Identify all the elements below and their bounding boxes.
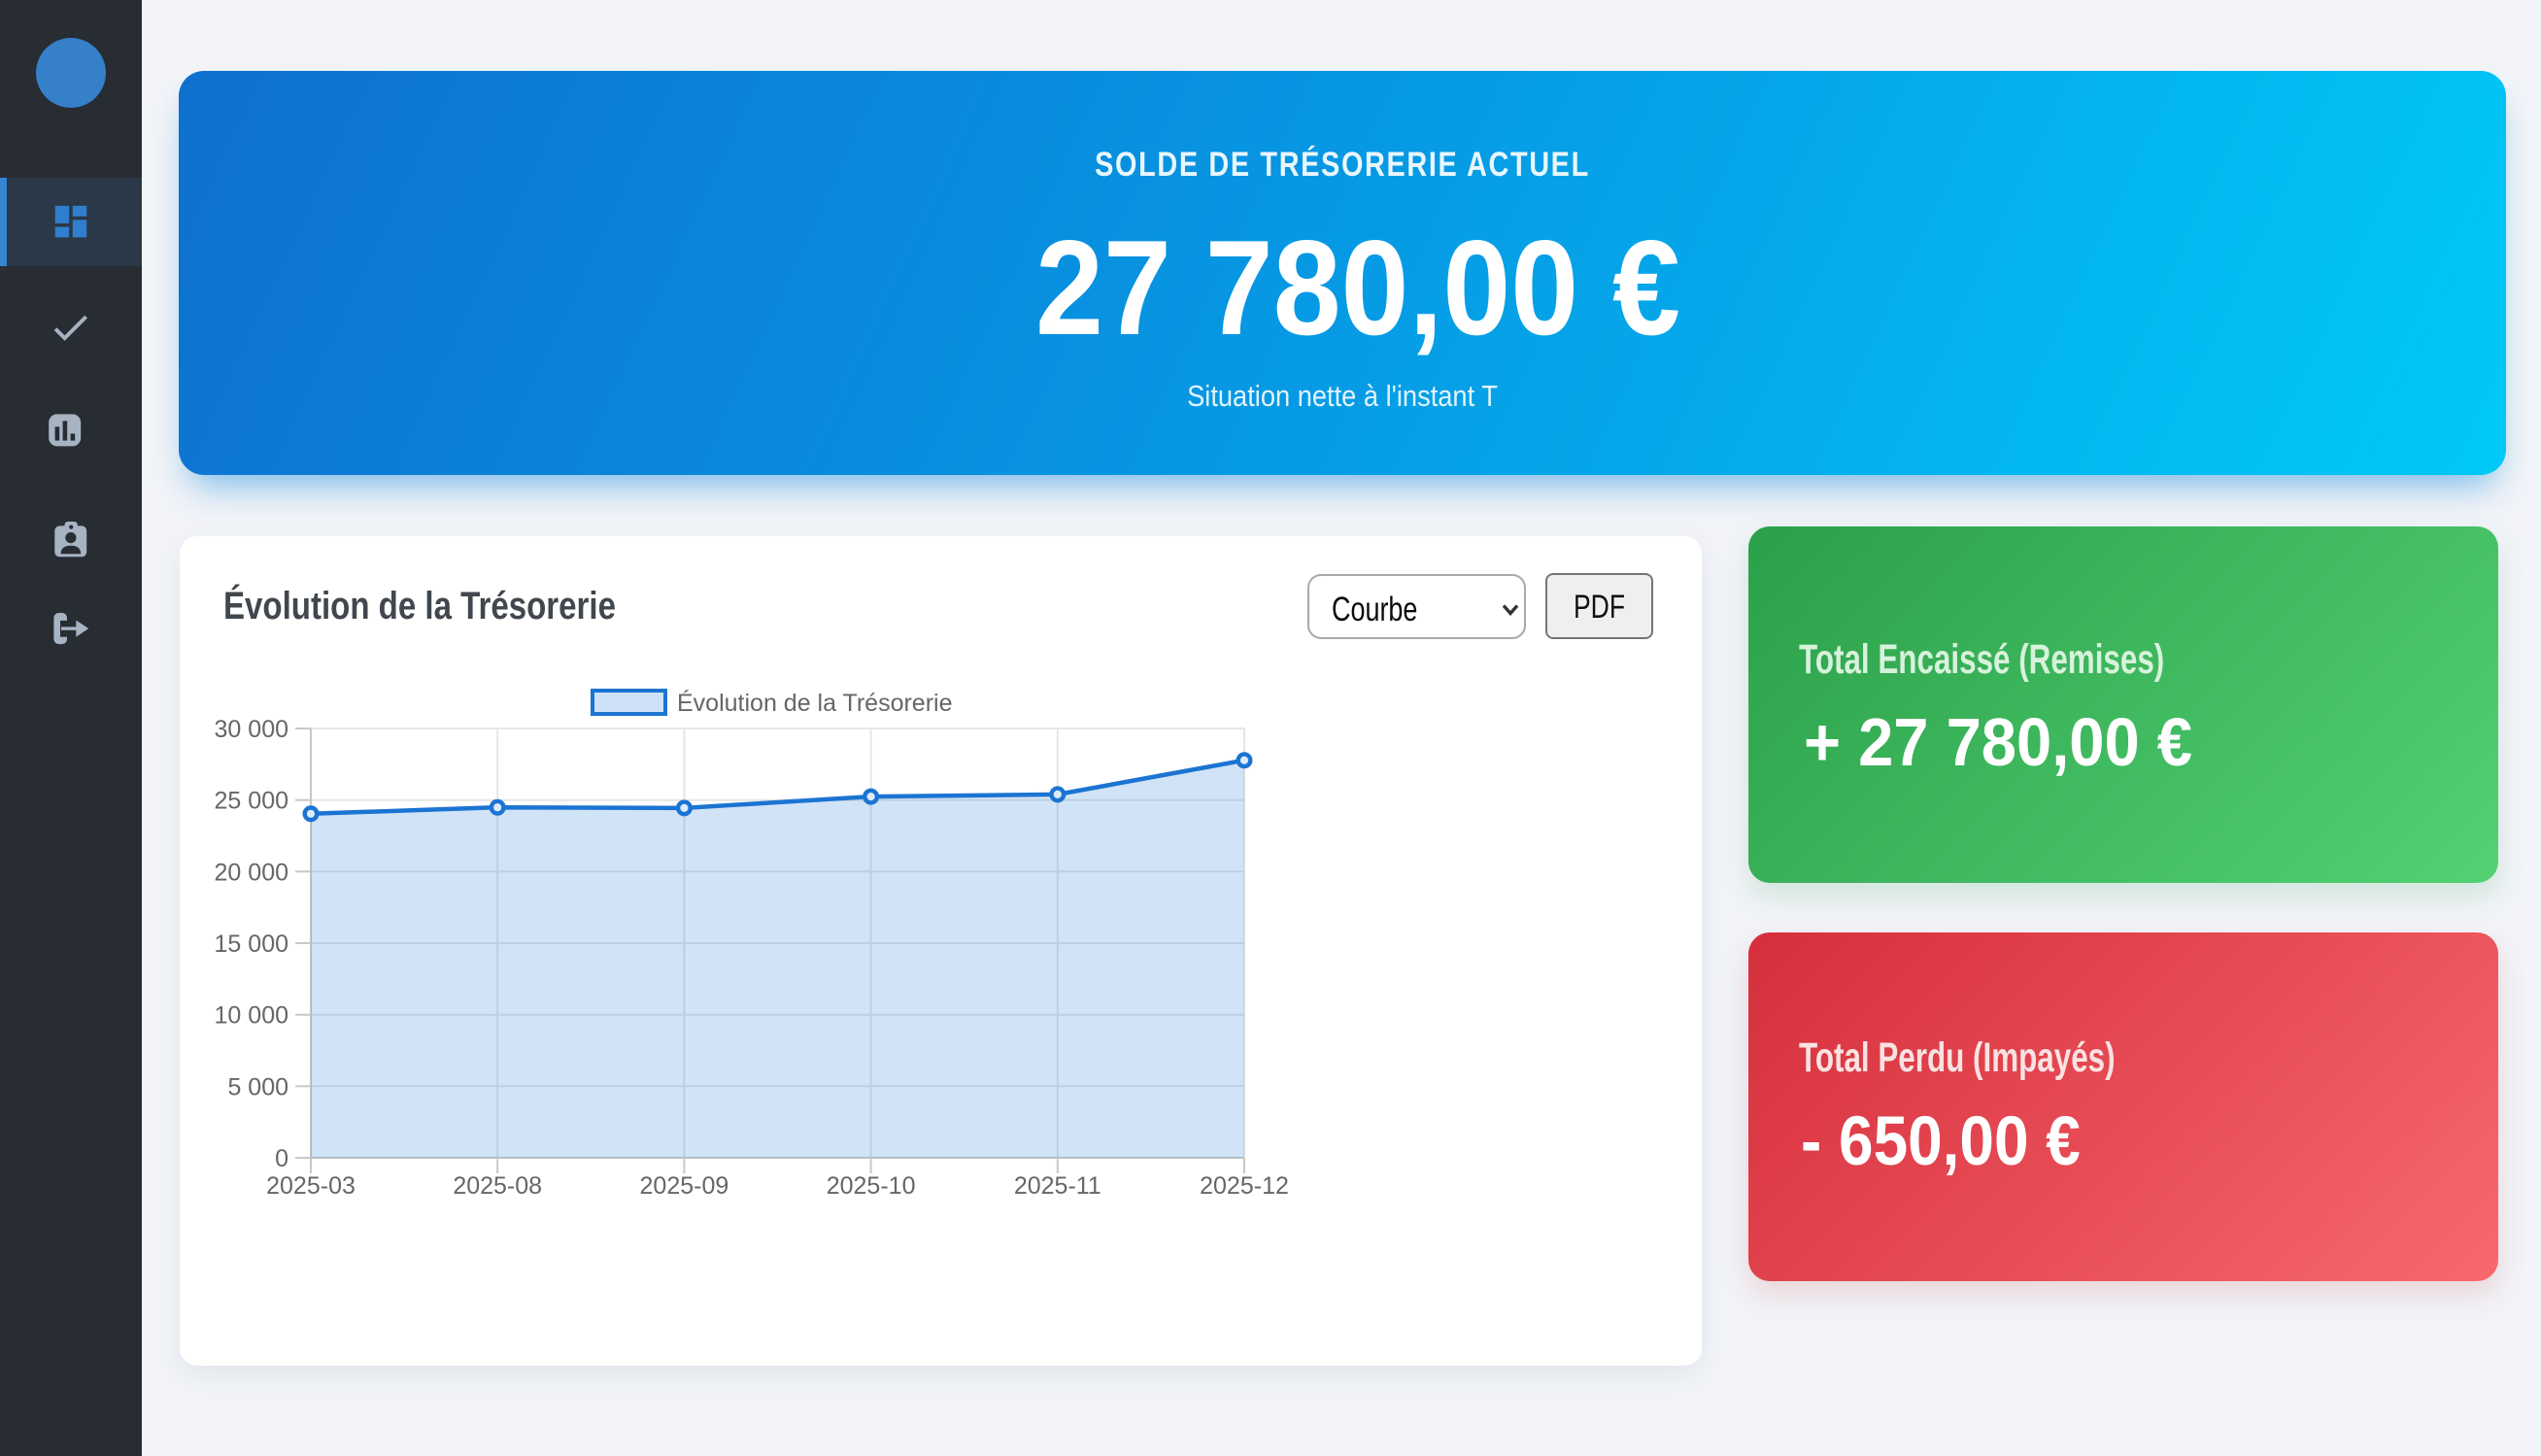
svg-text:25 000: 25 000 (215, 788, 288, 815)
svg-text:2025-10: 2025-10 (827, 1172, 916, 1200)
svg-text:2025-11: 2025-11 (1014, 1172, 1101, 1200)
svg-text:Évolution de la Trésorerie: Évolution de la Trésorerie (677, 689, 952, 717)
svg-text:2025-08: 2025-08 (453, 1172, 542, 1200)
svg-text:5 000: 5 000 (227, 1073, 288, 1100)
svg-text:30 000: 30 000 (215, 716, 288, 743)
svg-text:15 000: 15 000 (215, 931, 288, 958)
svg-text:2025-03: 2025-03 (266, 1172, 356, 1200)
svg-text:0: 0 (275, 1145, 288, 1172)
svg-text:2025-09: 2025-09 (640, 1172, 729, 1200)
svg-text:20 000: 20 000 (215, 859, 288, 886)
svg-text:10 000: 10 000 (215, 1002, 288, 1030)
svg-text:2025-12: 2025-12 (1200, 1172, 1289, 1200)
